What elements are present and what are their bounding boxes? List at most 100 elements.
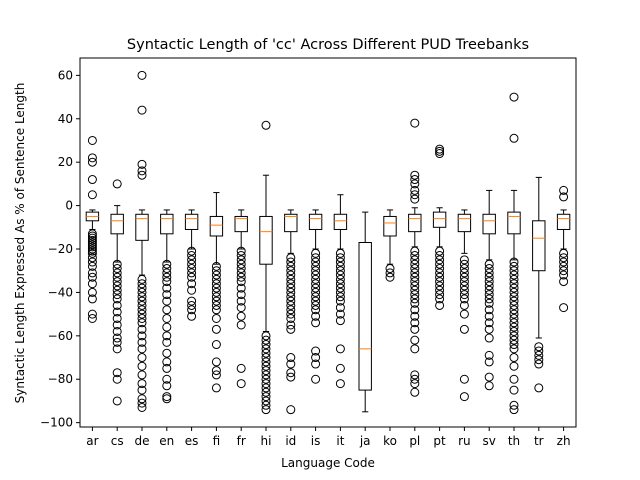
flier-point [435,277,445,287]
flier-point [112,320,122,330]
flier-point [162,374,172,384]
flier-point [311,346,321,356]
flier-point [435,300,445,310]
flier-point [459,255,469,265]
flier-point [435,290,445,300]
flier-point [435,264,445,274]
flier-point [261,374,271,384]
flier-point [236,259,246,269]
flier-point [211,305,221,315]
flier-point [112,307,122,317]
flier-point [187,285,197,295]
flier-point [162,268,172,278]
flier-point [162,381,172,391]
flier-point [435,285,445,295]
flier-point [311,296,321,306]
flier-point [261,120,271,130]
flier-point [211,357,221,367]
box-ar [85,135,100,323]
flier-point [509,257,519,267]
flier-point [87,229,97,239]
flier-point [87,246,97,256]
flier-point [137,353,147,363]
flier-point [236,264,246,274]
flier-point [286,300,296,310]
flier-point [112,290,122,300]
flier-point [286,353,296,363]
iqr-box [284,213,298,233]
flier-point [311,248,321,258]
flier-point [112,368,122,378]
flier-point [87,190,97,200]
flier-point [211,370,221,380]
flier-point [286,296,296,306]
flier-point [311,292,321,302]
flier-point [559,261,569,271]
flier-point [311,359,321,369]
flier-point [459,324,469,334]
flier-point [311,374,321,384]
x-tick-label: pl [409,434,420,448]
flier-point [236,320,246,330]
flier-point [286,257,296,267]
flier-point [559,253,569,263]
flier-point [335,363,345,373]
flier-point [286,253,296,263]
flier-point [534,359,544,369]
flier-point [459,259,469,269]
flier-point [211,279,221,289]
flier-point [410,255,420,265]
y-tick-label: 40 [58,112,73,126]
flier-point [509,287,519,297]
box-pt [432,144,447,310]
x-tick-label: zh [557,434,571,448]
flier-point [137,279,147,289]
y-tick-label: −60 [48,329,73,343]
iqr-box [234,215,248,233]
flier-point [534,346,544,356]
flier-point [311,279,321,289]
flier-point [509,405,519,415]
flier-point [112,259,122,269]
flier-point [410,170,420,180]
flier-point [137,309,147,319]
box-fi [209,192,224,393]
flier-point [112,396,122,406]
flier-point [187,311,197,321]
box-th [507,92,521,415]
flier-point [335,279,345,289]
iqr-box [110,213,124,235]
flier-point [410,290,420,300]
x-tick-label: pt [433,434,446,448]
flier-point [559,248,569,258]
flier-point [261,361,271,371]
flier-point [410,335,420,345]
flier-point [112,313,122,323]
flier-point [286,405,296,415]
flier-point [187,255,197,265]
flier-point [211,266,221,276]
flier-point [187,305,197,315]
flier-point [187,259,197,269]
flier-point [87,238,97,247]
flier-point [311,318,321,328]
flier-point [410,175,420,185]
flier-point [162,296,172,306]
flier-point [87,244,97,254]
flier-point [335,257,345,267]
flier-point [162,290,172,300]
box-id [284,209,298,415]
flier-point [484,311,494,321]
flier-point [87,135,97,145]
flier-point [137,296,147,306]
flier-point [509,266,519,276]
plot-frame [79,57,577,428]
flier-point [87,240,97,250]
x-tick-label: th [508,434,520,448]
flier-point [137,292,147,302]
iqr-box [358,242,372,391]
flier-point [335,296,345,306]
box-zh [556,185,571,313]
flier-point [137,305,147,315]
y-tick-label: 60 [58,68,73,82]
